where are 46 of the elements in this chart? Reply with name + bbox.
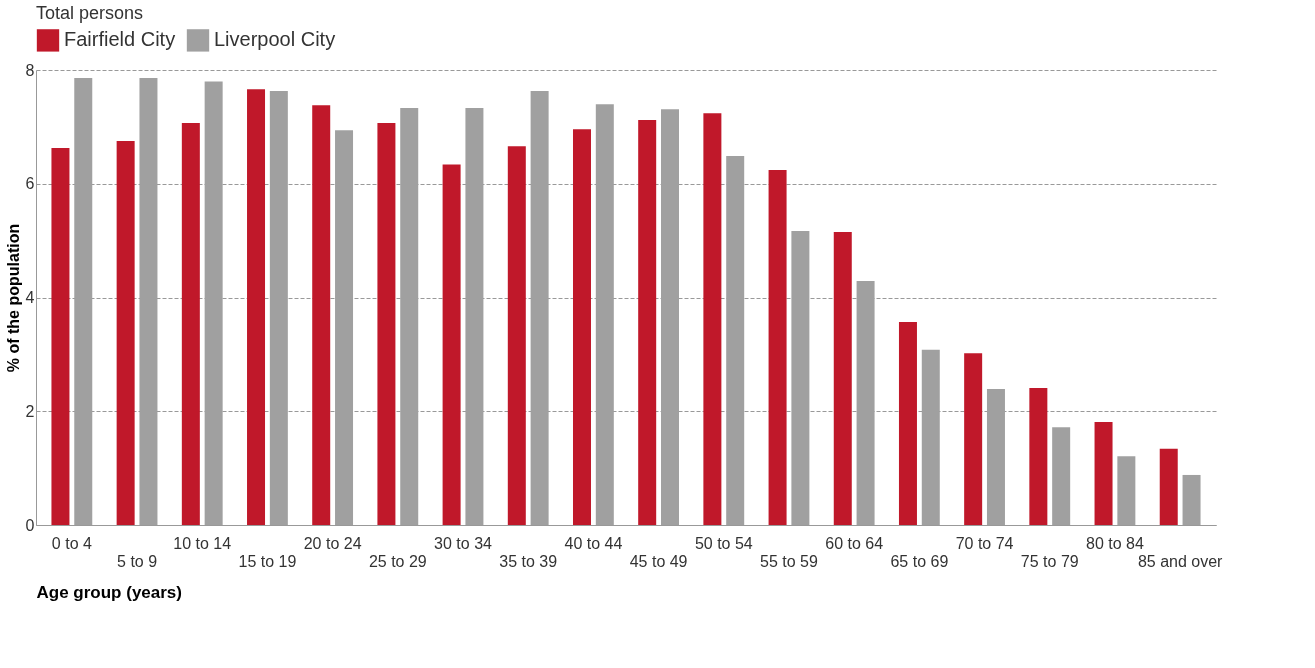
bar [1029,387,1048,525]
bar [116,141,135,525]
x-tick-label: 25 to 29 [368,552,427,570]
bar [247,89,266,525]
x-tick-label: 0 to 4 [51,534,92,552]
bar [312,105,331,525]
legend-label: Fairfield City [64,28,176,51]
y-tick-label: 4 [25,289,35,306]
x-tick-label: 15 to 19 [238,552,297,570]
bar [638,120,657,525]
x-tick-label: 45 to 49 [629,552,688,570]
bar [1094,422,1113,525]
x-tick-label: 35 to 39 [499,552,558,570]
bar [964,353,983,525]
legend-title: Total persons [36,3,144,23]
bar [442,164,461,525]
bar [703,113,722,525]
y-tick-label: 0 [25,516,35,534]
x-tick-label: 60 to 64 [825,534,884,552]
bar [833,232,852,525]
x-tick-label: 10 to 14 [173,534,232,552]
x-tick-label: 75 to 79 [1020,552,1079,570]
bar [51,147,70,525]
bar [507,146,526,525]
bar [377,122,396,525]
bar [181,122,200,525]
x-tick-label: 55 to 59 [760,552,818,570]
y-tick-label: 2 [25,402,35,420]
x-tick-label: 65 to 69 [890,552,949,570]
bar [898,321,917,525]
x-tick-label: 5 to 9 [117,552,158,570]
x-tick-label: 30 to 34 [434,534,493,552]
x-tick-label: 80 to 84 [1086,534,1144,552]
x-tick-label: 85 and over [1137,552,1224,570]
bar [1159,448,1178,525]
y-axis-title: % of the population [4,223,22,373]
bar [768,170,787,525]
x-axis-title: Age group (years) [36,582,182,602]
x-tick-label: 40 to 44 [564,534,623,552]
legend-label: Liverpool City [214,28,336,51]
bar [572,129,591,525]
x-tick-label: 70 to 74 [955,534,1014,552]
y-tick-label: 8 [25,61,35,79]
x-tick-label: 50 to 54 [694,534,753,552]
y-tick-label: 6 [25,175,35,193]
x-tick-label: 20 to 24 [303,534,362,552]
